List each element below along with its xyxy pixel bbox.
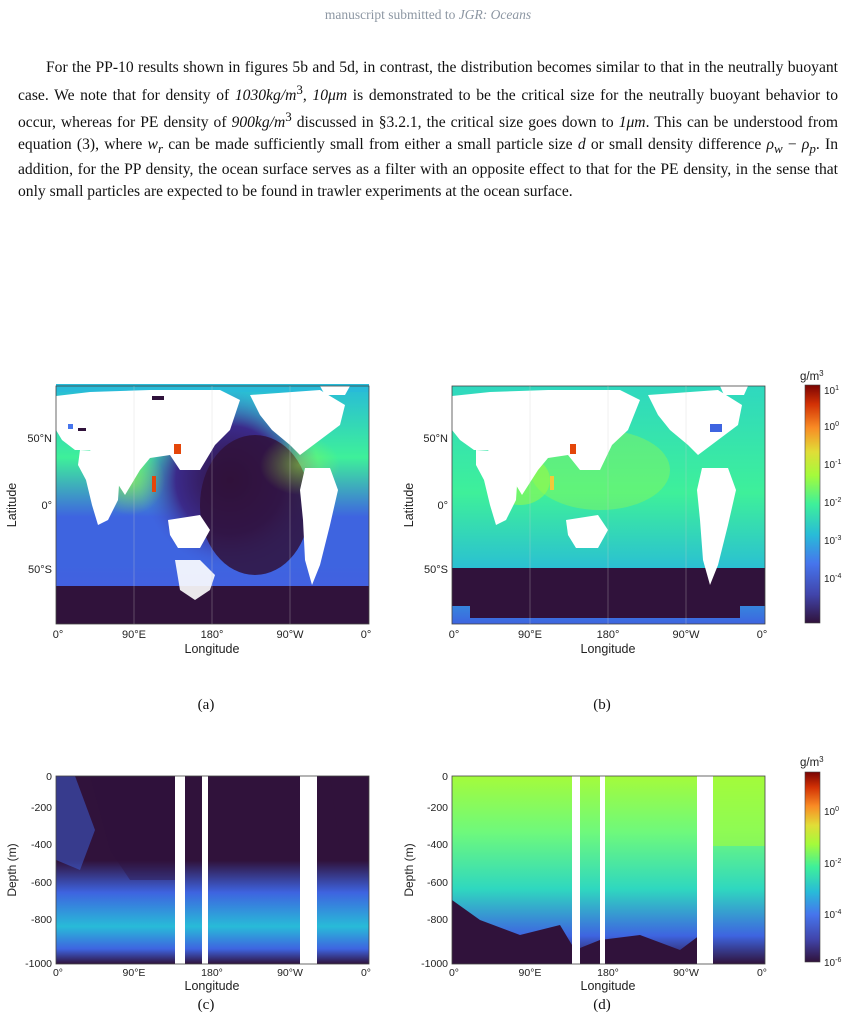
panel-d-xtick: 0° (757, 967, 767, 979)
panel-d-xlabel: Longitude (581, 979, 636, 993)
panel-c-xlabel: Longitude (185, 979, 240, 993)
panel-b-map (452, 386, 765, 624)
svg-text:100: 100 (824, 421, 839, 433)
panel-a-xtick: 90°E (122, 629, 146, 641)
svg-text:10-4: 10-4 (824, 909, 841, 921)
panel-a-xtick: 180° (201, 629, 224, 641)
panel-c-ylabel: Depth (m) (5, 843, 19, 896)
panel-c-xtick: 0° (361, 967, 371, 979)
panel-d-ytick: -800 (427, 914, 448, 926)
body-paragraph: For the PP-10 results shown in figures 5… (18, 59, 839, 200)
svg-text:10-4: 10-4 (824, 573, 841, 585)
panel-d-xtick: 180° (597, 967, 619, 979)
panel-c-ytick: -1000 (25, 958, 52, 970)
panel-b-xtick: 90°E (518, 629, 542, 641)
svg-text:10-1: 10-1 (824, 459, 841, 471)
panel-a-frame (55, 385, 370, 625)
panel-b-ylabel: Latitude (402, 483, 416, 528)
journal-name: JGR: Oceans (458, 7, 532, 22)
colorbar-top-unit: g/m (800, 371, 819, 383)
colorbar-top-unit-exp: 3 (819, 369, 824, 378)
caption-d: (d) (593, 997, 611, 1013)
panel-c-ytick: -200 (31, 802, 52, 814)
panel-d-ytick: 0 (442, 771, 448, 783)
panel-b-ytick: 50°S (424, 564, 448, 576)
svg-text:10-3: 10-3 (824, 535, 841, 547)
panel-b-xtick: 180° (597, 629, 620, 641)
panel-c-xtick: 0° (53, 967, 63, 979)
panel-a-ylabel: Latitude (5, 483, 19, 528)
colorbar-top-tick: 10 (824, 386, 836, 397)
panel-a-xtick: 0° (53, 629, 64, 641)
running-header: manuscript submitted to JGR: Oceans (324, 7, 532, 22)
panel-b-xtick: 90°W (672, 629, 700, 641)
panel-a-xtick: 90°W (276, 629, 304, 641)
colorbar-top-tick: 10 (824, 460, 836, 471)
panel-d-ytick: -600 (427, 877, 448, 889)
panel-a-map (56, 384, 369, 624)
caption-c: (c) (197, 997, 215, 1013)
colorbar-top-tick: 10 (824, 422, 836, 433)
panel-b-frame (451, 385, 766, 625)
colorbar-bottom-tick: 10 (824, 958, 836, 969)
colorbar-top-tick: 10 (824, 536, 836, 547)
svg-text:10-6: 10-6 (824, 957, 841, 969)
panel-d-ytick: -1000 (421, 958, 448, 970)
panel-c-ytick: -600 (31, 877, 52, 889)
colorbar-top-tick: 10 (824, 498, 836, 509)
colorbar-bottom-unit: g/m (800, 757, 819, 769)
svg-text:10-2: 10-2 (824, 858, 841, 870)
colorbar-top-tick: 10 (824, 574, 836, 585)
panel-d-xtick: 90°W (673, 967, 699, 979)
panel-a-xlabel: Longitude (185, 642, 240, 656)
panel-c-xtick: 90°W (277, 967, 303, 979)
panel-b-ytick: 50°N (423, 433, 448, 445)
panel-d-xtick: 90°E (519, 967, 542, 979)
panel-d-ytick: -200 (427, 802, 448, 814)
colorbar-bottom-unit-exp: 3 (819, 755, 824, 764)
colorbar-top: g/m3 101 100 10-1 10-2 10-3 10-4 (800, 369, 841, 624)
panel-c-xtick: 180° (201, 967, 223, 979)
panel-d-xtick: 0° (449, 967, 459, 979)
panel-b-xlabel: Longitude (581, 642, 636, 656)
svg-text:101: 101 (824, 385, 839, 397)
panel-a-ytick: 50°S (28, 564, 52, 576)
panel-c-ytick: 0 (46, 771, 52, 783)
panel-c-ytick: -400 (31, 839, 52, 851)
panel-a-xtick: 0° (361, 629, 372, 641)
svg-text:100: 100 (824, 806, 839, 818)
caption-b: (b) (593, 697, 611, 713)
panel-c-frame (55, 775, 370, 965)
panel-b-ytick: 0° (437, 500, 448, 512)
colorbar-bottom: g/m3 100 10-2 10-4 10-6 (800, 755, 841, 969)
panel-a-ytick: 0° (41, 500, 52, 512)
panel-b-xtick: 0° (449, 629, 460, 641)
svg-text:10-2: 10-2 (824, 497, 841, 509)
panel-c-depth (56, 776, 369, 964)
panel-a-ytick: 50°N (27, 433, 52, 445)
colorbar-bottom-tick: 10 (824, 910, 836, 921)
panel-d-ylabel: Depth (m) (402, 843, 416, 896)
panel-c-xtick: 90°E (123, 967, 146, 979)
colorbar-bottom-tick: 10 (824, 859, 836, 870)
panel-d-depth (452, 776, 765, 964)
panel-d-ytick: -400 (427, 839, 448, 851)
panel-d-frame (451, 775, 766, 965)
panel-b-xtick: 0° (757, 629, 768, 641)
svg-text:g/m3: g/m3 (800, 369, 824, 383)
caption-a: (a) (197, 697, 215, 713)
panel-c-ytick: -800 (31, 914, 52, 926)
colorbar-bottom-tick: 10 (824, 807, 836, 818)
svg-text:g/m3: g/m3 (800, 755, 824, 769)
